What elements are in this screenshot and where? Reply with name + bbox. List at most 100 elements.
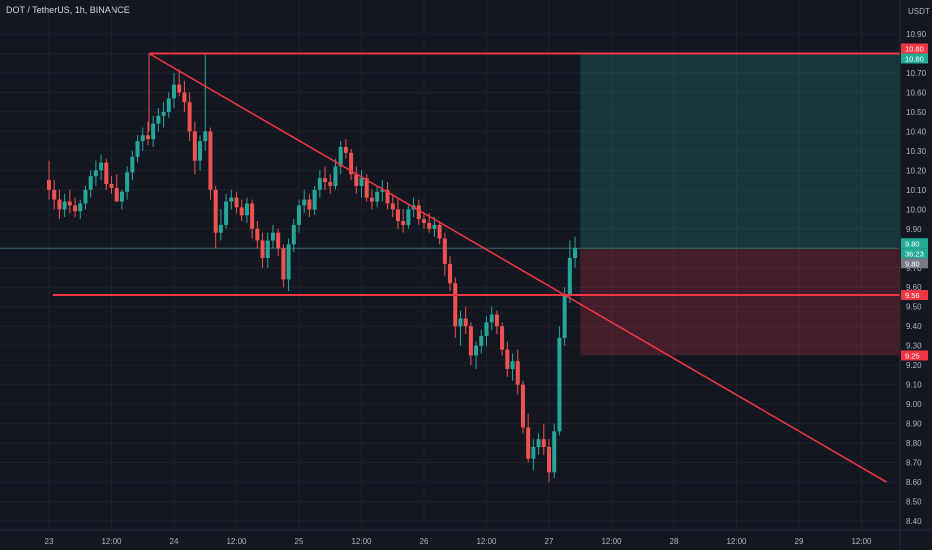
candle-body <box>47 180 51 190</box>
profit-zone <box>580 53 900 249</box>
candle-body <box>520 384 525 428</box>
candle-body <box>145 135 150 140</box>
candle-body <box>375 191 380 202</box>
candle-body <box>307 199 312 210</box>
time-tick-label: 25 <box>295 537 304 546</box>
candle-body <box>328 182 333 186</box>
candle-body <box>255 228 260 241</box>
candle-body <box>479 335 484 346</box>
price-tick-label: 8.90 <box>906 420 922 429</box>
candle-body <box>442 238 447 264</box>
candle-body <box>161 111 166 116</box>
price-badge-label: 9.25 <box>905 351 920 360</box>
candle-body <box>208 131 213 190</box>
candle-body <box>338 146 343 167</box>
candle-body <box>333 166 338 186</box>
candle-body <box>234 197 239 208</box>
candle-body <box>52 189 57 200</box>
time-tick-label: 12:00 <box>476 537 497 546</box>
price-badge-label: 36:23 <box>905 249 924 258</box>
price-tick-label: 10.90 <box>906 30 927 39</box>
price-badge-label: 10.80 <box>905 44 924 53</box>
candle-body <box>83 189 88 204</box>
candle-body <box>562 295 567 338</box>
candle-body <box>536 439 541 447</box>
candle-body <box>317 178 322 190</box>
price-badge <box>901 43 928 54</box>
candle-body <box>213 189 218 233</box>
time-tick-label: 12:00 <box>351 537 372 546</box>
candle-body <box>395 209 400 222</box>
candle-body <box>458 318 463 327</box>
time-tick-label: 12:00 <box>226 537 247 546</box>
candle-body <box>500 326 505 350</box>
candle-body <box>291 224 296 245</box>
chart-title: DOT / TetherUS, 1h, BINANCE <box>6 5 130 15</box>
candle-body <box>125 172 130 192</box>
candle-body <box>312 189 317 210</box>
price-badge <box>901 350 928 361</box>
price-tick-label: 8.70 <box>906 459 922 468</box>
time-tick-label: 12:00 <box>101 537 122 546</box>
candle-body <box>422 219 426 223</box>
price-badge-label: 9.56 <box>905 291 920 300</box>
time-tick-label: 12:00 <box>851 537 872 546</box>
price-tick-label: 9.50 <box>906 303 922 312</box>
candle-body <box>401 221 406 225</box>
candle-body <box>369 197 374 202</box>
currency-label: USDT <box>908 7 930 16</box>
candle-body <box>359 178 364 186</box>
price-tick-label: 9.20 <box>906 361 922 370</box>
time-tick-label: 26 <box>420 537 429 546</box>
price-tick-label: 10.20 <box>906 166 927 175</box>
candle-body <box>177 84 182 93</box>
candle-body <box>448 263 453 284</box>
time-tick-label: 12:00 <box>601 537 622 546</box>
candle-body <box>349 152 354 175</box>
candle-body <box>515 361 520 385</box>
candle-body <box>78 203 83 212</box>
price-badge <box>901 290 928 301</box>
candle-body <box>573 248 578 259</box>
candle-body <box>119 191 124 202</box>
time-tick-label: 28 <box>670 537 679 546</box>
candle-body <box>297 205 301 225</box>
time-tick-label: 24 <box>170 537 179 546</box>
candle-body <box>88 176 93 190</box>
candle-body <box>416 205 421 220</box>
candle-body <box>385 189 390 204</box>
candle-body <box>135 141 140 157</box>
time-tick-label: 29 <box>795 537 804 546</box>
price-badge <box>901 53 928 64</box>
candle-body <box>218 224 223 233</box>
candle-body <box>468 326 473 356</box>
candle-body <box>99 162 104 171</box>
price-tick-label: 9.00 <box>906 400 922 409</box>
candle-body <box>432 224 437 229</box>
candle-body <box>474 345 479 356</box>
candle-body <box>187 102 192 132</box>
candle-body <box>453 283 458 327</box>
candle-body <box>57 199 62 210</box>
candle-body <box>198 141 203 161</box>
candle-body <box>140 135 145 142</box>
loss-zone <box>580 248 900 356</box>
candle-body <box>505 349 510 370</box>
candle-body <box>239 207 244 216</box>
candle-body <box>166 98 171 112</box>
price-tick-label: 10.10 <box>906 186 927 195</box>
candle-body <box>224 201 229 225</box>
candle-body <box>104 162 109 184</box>
candle-body <box>323 178 328 183</box>
price-tick-label: 10.70 <box>906 69 927 78</box>
price-tick-label: 9.90 <box>906 225 922 234</box>
candle-body <box>192 131 197 161</box>
price-tick-label: 8.40 <box>906 517 922 526</box>
candle-body <box>182 92 187 103</box>
candle-body <box>62 201 67 210</box>
price-tick-label: 10.00 <box>906 205 927 214</box>
price-tick-label: 8.80 <box>906 439 922 448</box>
candle-body <box>172 84 176 99</box>
candle-body <box>437 224 442 239</box>
